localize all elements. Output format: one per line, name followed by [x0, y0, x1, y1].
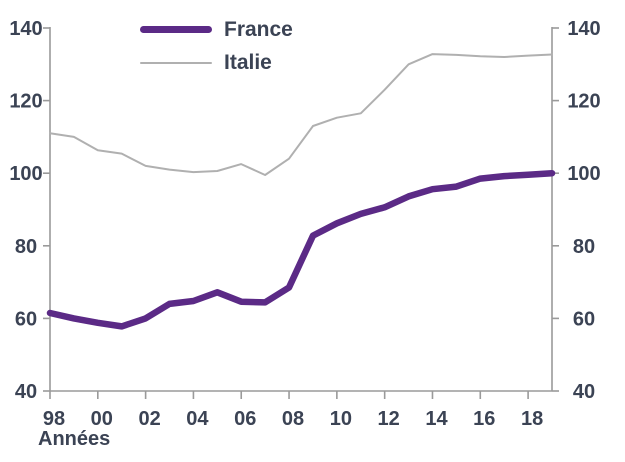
y-axis-left-tick-label: 100	[9, 163, 42, 185]
y-axis-right-tick-label: 140	[567, 18, 600, 40]
legend-line-swatch-italie	[140, 61, 212, 64]
y-axis-left-tick-label: 60	[15, 308, 37, 330]
legend-label-italie: Italie	[224, 51, 272, 74]
legend-item-france: France	[140, 13, 293, 46]
y-axis-left-tick-label: 120	[9, 91, 42, 113]
legend: France Italie	[140, 13, 293, 79]
y-axis-right-tick-label: 120	[567, 91, 600, 113]
x-axis-tick-label: 18	[521, 408, 543, 430]
y-axis-right-tick-label: 80	[573, 236, 595, 258]
legend-line-swatch-france	[140, 26, 212, 33]
y-axis-left-tick-label: 140	[9, 18, 42, 40]
y-axis-left-tick-label: 80	[15, 236, 37, 258]
series-line-france	[46, 169, 556, 330]
x-axis-tick-label: 16	[473, 408, 495, 430]
legend-label-france: France	[224, 18, 293, 41]
x-axis-tick-label: 10	[330, 408, 352, 430]
x-axis-tick-label: 04	[186, 408, 209, 430]
x-axis-title: Années	[38, 428, 111, 450]
x-axis-tick-label: 14	[425, 408, 448, 430]
x-axis-tick-label: 02	[138, 408, 160, 430]
legend-item-italie: Italie	[140, 46, 293, 79]
y-axis-right-tick-label: 100	[567, 163, 600, 185]
x-axis-tick-label: 06	[234, 408, 256, 430]
y-axis-left-tick-label: 40	[15, 381, 37, 403]
y-axis-right-tick-label: 60	[573, 308, 595, 330]
x-axis-tick-label: 00	[91, 408, 113, 430]
y-axis-right-tick-label: 40	[573, 381, 595, 403]
series-line-italie	[49, 53, 553, 176]
x-axis-tick-label: 98	[43, 408, 65, 430]
x-axis-tick-label: 12	[378, 408, 400, 430]
x-axis-tick-label: 08	[282, 408, 304, 430]
